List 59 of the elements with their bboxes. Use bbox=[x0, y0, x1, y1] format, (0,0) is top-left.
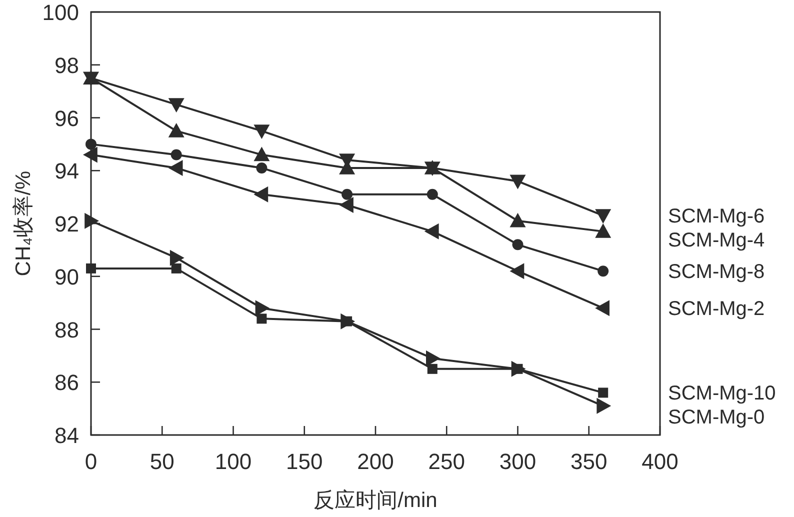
point bbox=[86, 263, 96, 274]
x-tick-label: 250 bbox=[428, 449, 465, 474]
point bbox=[168, 160, 183, 176]
point bbox=[424, 223, 439, 240]
point bbox=[426, 350, 440, 366]
point bbox=[83, 146, 98, 163]
point bbox=[256, 314, 267, 324]
point bbox=[510, 263, 524, 280]
point bbox=[427, 364, 438, 374]
point bbox=[598, 388, 608, 398]
y-tick-label: 88 bbox=[54, 317, 79, 342]
point bbox=[254, 186, 268, 202]
x-tick-label: 350 bbox=[570, 449, 608, 474]
point bbox=[340, 313, 356, 330]
x-tick-label: 150 bbox=[286, 449, 323, 474]
x-tick-label: 0 bbox=[84, 449, 98, 474]
x-tick-label: 200 bbox=[357, 449, 394, 474]
y-tick-label: 92 bbox=[54, 212, 79, 236]
x-tick-label: 400 bbox=[642, 449, 678, 474]
y-tick-label: 96 bbox=[54, 106, 79, 131]
x-axis-title: 反应时间/min bbox=[314, 489, 438, 512]
y-tick-label: 100 bbox=[42, 0, 79, 25]
point bbox=[595, 300, 610, 316]
point bbox=[510, 212, 526, 228]
point bbox=[598, 266, 609, 277]
point bbox=[254, 146, 270, 162]
point bbox=[256, 162, 268, 174]
point bbox=[512, 239, 524, 250]
point bbox=[595, 223, 612, 238]
point bbox=[86, 138, 96, 150]
point bbox=[254, 124, 270, 139]
y-tick-label: 90 bbox=[54, 264, 79, 290]
point bbox=[342, 188, 353, 200]
y-axis-title: CH₄收率/% bbox=[12, 170, 35, 276]
y-tick-label: 86 bbox=[54, 370, 79, 396]
x-tick-label: 300 bbox=[499, 449, 536, 474]
x-tick-label: 50 bbox=[150, 449, 174, 474]
point bbox=[170, 149, 182, 160]
point bbox=[170, 250, 184, 266]
point bbox=[339, 196, 354, 213]
point bbox=[510, 174, 526, 190]
point bbox=[255, 300, 270, 316]
point bbox=[596, 398, 612, 414]
point bbox=[595, 209, 612, 224]
text: SCM-Mg-6 bbox=[668, 206, 765, 228]
text: SCM-Mg-10 bbox=[668, 382, 776, 405]
text: SCM-Mg-0 bbox=[668, 406, 765, 429]
y-tick-label: 84 bbox=[54, 423, 79, 448]
text: SCM-Mg-8 bbox=[668, 261, 765, 284]
point bbox=[511, 360, 526, 377]
point bbox=[171, 263, 182, 274]
y-tick-label: 98 bbox=[54, 52, 79, 78]
point bbox=[168, 98, 184, 113]
point bbox=[168, 122, 184, 138]
point bbox=[426, 188, 438, 200]
text: SCM-Mg-4 bbox=[668, 230, 765, 252]
text: SCM-Mg-2 bbox=[668, 298, 765, 320]
x-tick-label: 100 bbox=[214, 449, 252, 474]
y-tick-label: 94 bbox=[54, 158, 79, 184]
